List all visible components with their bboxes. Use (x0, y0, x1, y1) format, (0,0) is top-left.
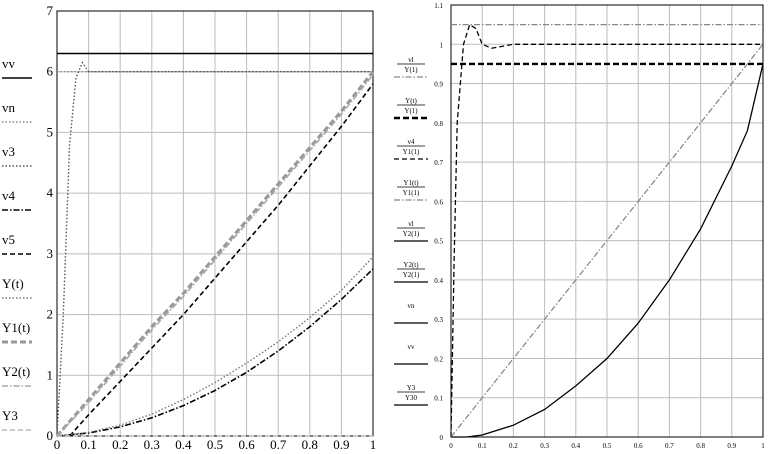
x-tick-label: 0.7 (270, 437, 287, 452)
legend-label: Y(t) (2, 276, 24, 291)
x-tick-label: 0.2 (509, 442, 518, 450)
legend-label: Y1(t) (403, 179, 419, 187)
right-chart: 0 0.1 0.2 0.3 0.4 0.5 0.6 0.7 0.8 0.9 1 0 0.1 0.2 0.3 0… (394, 2, 765, 450)
y-tick-label: 4 (47, 185, 54, 200)
legend-label: Y1(1) (403, 148, 420, 156)
x-tick-label: 0.5 (603, 442, 612, 450)
legend-label: Y2(t) (403, 261, 419, 269)
x-tick-label: 0.6 (238, 437, 255, 452)
y-tick-label: 0.6 (434, 198, 443, 206)
legend-label: v4 (2, 188, 16, 203)
legend-label: Y30 (405, 394, 418, 402)
y-tick-label: 1 (47, 367, 54, 382)
y-tick-label: 0.9 (434, 81, 443, 89)
y-tick-label: 3 (47, 246, 54, 261)
legend-label: v3 (2, 144, 15, 159)
x-tick-label: 0.2 (112, 437, 128, 452)
y-tick-label: 1.1 (434, 2, 443, 10)
x-tick-label: 0.9 (727, 442, 736, 450)
y-tick-label: 0 (440, 434, 444, 442)
legend-label: Y3 (407, 384, 416, 392)
x-tick-label: 1 (761, 442, 765, 450)
series-line (69, 83, 374, 437)
legend-label: vl (408, 56, 414, 64)
x-tick-label: 0 (54, 437, 61, 452)
x-tick-label: 1 (370, 437, 377, 452)
y-tick-label: 0.2 (434, 355, 443, 363)
x-tick-label: 0.4 (175, 437, 192, 452)
x-tick-label: 0.8 (696, 442, 705, 450)
legend-label: Y2(1) (403, 271, 420, 279)
series-line (450, 23, 763, 438)
x-tick-label: 0.9 (333, 437, 349, 452)
plot-frame (450, 4, 764, 438)
series-line (56, 61, 373, 437)
left-chart: 0 0.1 0.2 0.3 0.4 0.5 0.6 0.7 0.8 0.9 1 0 1 2 3 4 5 6 7 vv v… (2, 3, 376, 452)
legend-label: vn (2, 100, 16, 115)
y-tick-label: 2 (47, 307, 54, 322)
series-line (55, 70, 375, 437)
x-tick-label: 0.5 (207, 437, 223, 452)
x-tick-label: 0.8 (302, 437, 318, 452)
y-tick-label: 7 (47, 3, 54, 18)
legend-label: v4 (408, 138, 416, 146)
legend-label: Y(t) (405, 97, 417, 105)
legend-label: Y3 (2, 408, 18, 423)
series-line (56, 74, 374, 437)
y-tick-label: 0.3 (434, 316, 443, 324)
legend-label: Y2(t) (2, 364, 30, 379)
x-tick-label: 0.3 (540, 442, 549, 450)
plot-frame (56, 10, 374, 437)
series-line (451, 63, 764, 438)
legend-label: v5 (2, 232, 15, 247)
y-tick-label: 0.7 (434, 159, 443, 167)
x-tick-label: 0 (449, 442, 453, 450)
legend-label: vv (2, 56, 16, 71)
x-tick-label: 0.3 (144, 437, 160, 452)
x-tick-label: 0.6 (634, 442, 643, 450)
y-tick-label: 0 (47, 428, 54, 443)
legend-label: vl (408, 220, 414, 228)
legend-label: Y(1) (404, 107, 418, 115)
series-line (56, 256, 374, 437)
legend-label: Y2(1) (403, 230, 420, 238)
y-tick-label: 0.1 (434, 395, 443, 403)
x-tick-label: 0.1 (478, 442, 487, 450)
series-line (450, 43, 764, 438)
legend-label: Y1(t) (2, 320, 30, 335)
y-tick-label: 0.5 (434, 238, 443, 246)
x-tick-label: 0.4 (571, 442, 580, 450)
y-tick-label: 1 (440, 41, 444, 49)
y-tick-label: 5 (47, 124, 54, 139)
x-tick-label: 0.7 (665, 442, 674, 450)
y-tick-label: 0.8 (434, 120, 443, 128)
legend-label: vn (408, 302, 416, 310)
legend-label: Y1(1) (403, 189, 420, 197)
legend-label: vv (408, 343, 416, 351)
legend-label: Y(1) (404, 66, 418, 74)
y-tick-label: 0.4 (434, 277, 443, 285)
x-tick-label: 0.1 (80, 437, 96, 452)
series-line (56, 268, 374, 437)
y-tick-label: 6 (47, 64, 54, 79)
